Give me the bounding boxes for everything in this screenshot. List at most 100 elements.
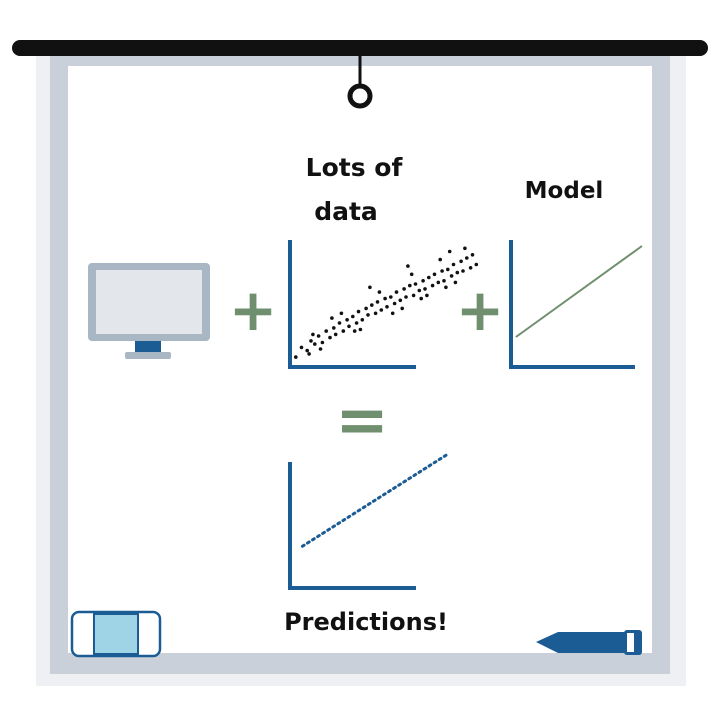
scatter-point bbox=[463, 246, 467, 251]
scatter-point bbox=[385, 305, 389, 309]
scatter-point bbox=[337, 321, 342, 325]
scatter-points bbox=[294, 246, 479, 359]
scatter-point bbox=[394, 290, 399, 294]
scatter-point bbox=[333, 332, 338, 337]
scatter-point bbox=[392, 301, 397, 306]
scatter-point bbox=[375, 300, 380, 304]
scatter-point bbox=[451, 262, 456, 267]
scatter-point bbox=[408, 283, 412, 288]
scatter-point bbox=[455, 270, 460, 275]
data-chart-axes bbox=[288, 240, 416, 369]
scatter-point bbox=[406, 264, 410, 268]
marker-icon[interactable] bbox=[536, 630, 642, 655]
scatter-point bbox=[351, 314, 355, 319]
predictions-title: Predictions! bbox=[284, 608, 448, 636]
scatter-point bbox=[354, 321, 359, 325]
scatter-point bbox=[364, 306, 368, 311]
scatter-point bbox=[474, 262, 479, 267]
model-line bbox=[515, 245, 643, 338]
plus-operator-2: + bbox=[456, 276, 505, 344]
scatter-point bbox=[352, 329, 357, 333]
scatter-point bbox=[438, 257, 443, 262]
scatter-point bbox=[330, 316, 334, 320]
scatter-point bbox=[468, 266, 473, 270]
scatter-point bbox=[404, 295, 408, 299]
scatter-point bbox=[430, 283, 435, 288]
scatter-point bbox=[409, 272, 414, 277]
prediction-line bbox=[300, 453, 448, 548]
model-line-chart bbox=[509, 240, 643, 369]
scatter-point bbox=[436, 280, 441, 285]
plus-operator-1: + bbox=[229, 276, 278, 344]
board-surface bbox=[68, 66, 652, 653]
scatter-point bbox=[305, 348, 310, 353]
scatter-point bbox=[421, 279, 425, 283]
scatter-point bbox=[358, 327, 363, 332]
scatter-point bbox=[328, 335, 332, 340]
scatter-point bbox=[440, 269, 444, 273]
scatter-point bbox=[345, 318, 349, 322]
scatter-point bbox=[332, 326, 336, 330]
scatter-point bbox=[419, 296, 424, 301]
scatter-point bbox=[320, 340, 325, 345]
scatter-point bbox=[299, 345, 304, 350]
scatter-point bbox=[417, 288, 422, 293]
scatter-point bbox=[313, 342, 317, 346]
scatter-point bbox=[427, 275, 431, 280]
scatter-point bbox=[423, 287, 427, 291]
hook-ring bbox=[347, 83, 373, 109]
scatter-point bbox=[356, 309, 361, 314]
scatter-point bbox=[470, 253, 475, 257]
scatter-point bbox=[347, 324, 351, 329]
model-series bbox=[515, 245, 643, 338]
scatter-point bbox=[447, 249, 452, 254]
scatter-point bbox=[444, 285, 448, 290]
scatter-point bbox=[413, 282, 418, 286]
scatter-point bbox=[366, 313, 370, 317]
scatter-point bbox=[368, 285, 372, 290]
scatter-point bbox=[461, 269, 465, 273]
model-title: Model bbox=[525, 178, 604, 204]
scatter-point bbox=[309, 339, 313, 343]
equals-operator: = bbox=[335, 384, 389, 458]
board-rail bbox=[12, 40, 708, 56]
scatter-point bbox=[373, 311, 378, 316]
monitor-icon bbox=[88, 263, 210, 359]
model-chart-axes bbox=[509, 240, 635, 369]
scatter-point bbox=[311, 332, 315, 337]
scatter-point bbox=[425, 293, 429, 298]
scatter-point bbox=[453, 280, 458, 285]
scatter-point bbox=[316, 334, 321, 338]
data-title-line-1: Lots of bbox=[306, 153, 404, 182]
scatter-point bbox=[465, 256, 469, 260]
scatter-point bbox=[294, 355, 298, 359]
predictions-chart-axes bbox=[288, 462, 416, 590]
scatter-point bbox=[411, 293, 416, 298]
scatter-point bbox=[402, 287, 406, 291]
scatter-point bbox=[341, 329, 346, 333]
scatter-point bbox=[442, 279, 446, 283]
scatter-point bbox=[379, 308, 384, 312]
eraser-icon[interactable] bbox=[70, 610, 162, 658]
scatter-point bbox=[390, 311, 395, 316]
scatter-point bbox=[389, 295, 393, 299]
scatter-point bbox=[360, 318, 365, 322]
scatter-point bbox=[459, 259, 463, 264]
scatter-point bbox=[446, 267, 450, 272]
scatter-point bbox=[370, 303, 374, 307]
scatter-point bbox=[398, 298, 403, 303]
scatter-point bbox=[307, 352, 311, 356]
data-title-line-2: data bbox=[314, 197, 378, 226]
scatter-point bbox=[400, 306, 405, 311]
scatter-point bbox=[449, 274, 454, 278]
predictions-series bbox=[300, 453, 448, 548]
predictions-chart bbox=[288, 453, 448, 590]
scatter-point bbox=[432, 272, 437, 277]
scatter-point bbox=[377, 290, 382, 294]
scatter-point bbox=[339, 311, 344, 316]
scatter-point bbox=[324, 329, 329, 333]
scatter-point bbox=[383, 296, 387, 301]
data-scatter-chart bbox=[288, 240, 479, 369]
scatter-point bbox=[318, 347, 323, 351]
